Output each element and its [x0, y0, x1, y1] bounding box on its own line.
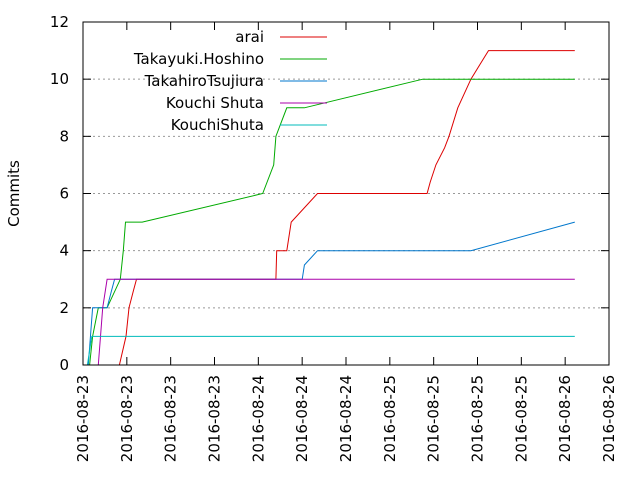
x-tick-label: 2016-08-26	[600, 375, 618, 462]
x-tick-label: 2016-08-24	[293, 375, 311, 462]
x-tick-label: 2016-08-24	[337, 375, 355, 462]
x-axis-ticks: 2016-08-23 2016-08-23 2016-08-23 2016-08-23…	[74, 22, 618, 462]
x-tick-label: 2016-08-23	[162, 375, 180, 462]
legend: arai Takayuki.Hoshino TakahiroTsujiura Kouc…	[133, 28, 327, 134]
series-line-takahirotsujiura	[87, 221, 575, 366]
series-line-arai	[118, 50, 575, 366]
legend-label-takayuki-hoshino: Takayuki.Hoshino	[133, 50, 264, 68]
x-tick-label: 2016-08-25	[425, 375, 443, 462]
series-lines	[86, 50, 575, 366]
x-tick-label: 2016-08-24	[249, 375, 267, 462]
series-line-kouchishuta	[86, 335, 575, 366]
y-tick-label: 8	[59, 127, 69, 145]
x-tick-label: 2016-08-23	[206, 375, 224, 462]
y-tick-label: 2	[59, 299, 69, 317]
x-tick-label: 2016-08-25	[512, 375, 530, 462]
legend-label-arai: arai	[235, 28, 264, 46]
series-line-kouchi-shuta	[97, 278, 575, 366]
legend-label-kouchi-shuta: Kouchi Shuta	[166, 94, 264, 112]
x-tick-label: 2016-08-23	[118, 375, 136, 462]
x-tick-label: 2016-08-25	[469, 375, 487, 462]
y-axis-label: Commits	[5, 160, 23, 227]
y-tick-label: 6	[59, 185, 69, 203]
y-tick-label: 12	[50, 13, 69, 31]
x-tick-label: 2016-08-25	[381, 375, 399, 462]
x-tick-label: 2016-08-26	[556, 375, 574, 462]
series-line-takayuki-hoshino	[89, 78, 575, 366]
legend-label-takahirotsujiura: TakahiroTsujiura	[144, 72, 264, 90]
y-axis-ticks: 0 2 4 6 8 10 12	[50, 13, 609, 374]
legend-label-kouchishuta: KouchiShuta	[171, 116, 264, 134]
x-tick-label: 2016-08-23	[74, 375, 92, 462]
y-tick-label: 4	[59, 242, 69, 260]
y-tick-label: 0	[59, 356, 69, 374]
y-tick-label: 10	[50, 70, 69, 88]
